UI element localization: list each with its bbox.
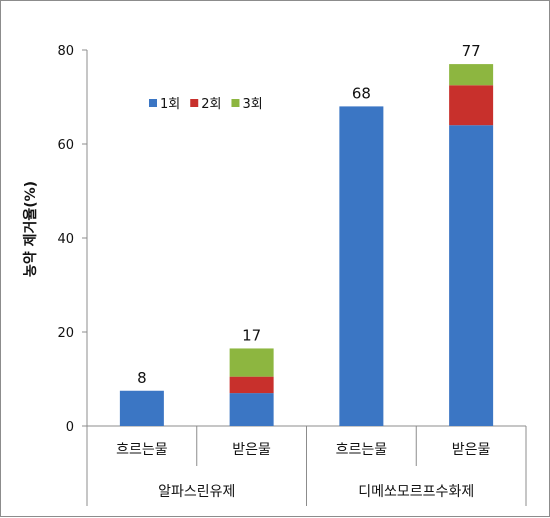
y-tick-label: 40 — [57, 232, 74, 247]
bar-segment-2회 — [229, 376, 274, 394]
legend-label: 2회 — [201, 97, 221, 112]
bar-segment-1회 — [119, 390, 164, 426]
legend-swatch — [190, 99, 199, 107]
x-group-label: 디메쏘모르프수화제 — [358, 484, 474, 500]
y-axis-label: 농약 제거율(%) — [22, 181, 39, 277]
bar-segment-2회 — [449, 85, 494, 126]
y-tick-label: 60 — [57, 138, 74, 153]
bar-total-label: 77 — [462, 42, 481, 60]
legend-label: 1회 — [160, 97, 180, 112]
legend-swatch — [149, 99, 157, 107]
x-category-label: 받은물 — [452, 442, 491, 458]
legend-swatch — [231, 99, 240, 107]
x-group-label: 알파스린유제 — [158, 484, 235, 500]
bar-segment-1회 — [229, 393, 274, 426]
bar-segment-1회 — [449, 125, 494, 426]
x-category-label: 흐르는물 — [336, 442, 388, 458]
x-category-label: 흐르는물 — [116, 442, 168, 458]
bar-total-label: 8 — [137, 369, 147, 387]
y-tick-label: 80 — [57, 44, 74, 59]
bar-segment-3회 — [449, 64, 494, 86]
x-category-label: 받은물 — [232, 442, 271, 458]
y-tick-label: 20 — [57, 326, 74, 341]
bar-total-label: 17 — [242, 326, 261, 344]
bar-segment-3회 — [229, 348, 274, 377]
bar-segment-1회 — [339, 106, 384, 427]
legend-label: 3회 — [242, 97, 262, 112]
y-tick-label: 0 — [66, 420, 74, 435]
bar-total-label: 68 — [352, 84, 371, 102]
